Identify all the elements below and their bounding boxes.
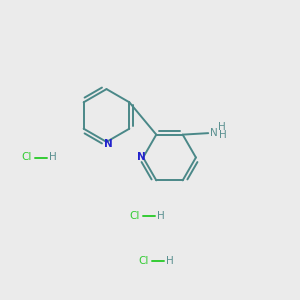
Text: H: H (157, 211, 164, 221)
Text: H: H (166, 256, 173, 266)
Text: Cl: Cl (21, 152, 32, 163)
Text: N: N (137, 152, 146, 163)
Text: H: H (49, 152, 56, 163)
Text: Cl: Cl (138, 256, 148, 266)
Text: N: N (103, 139, 112, 149)
Text: N: N (210, 128, 218, 138)
Text: Cl: Cl (129, 211, 140, 221)
Text: H: H (218, 122, 226, 131)
Text: H: H (219, 130, 226, 140)
